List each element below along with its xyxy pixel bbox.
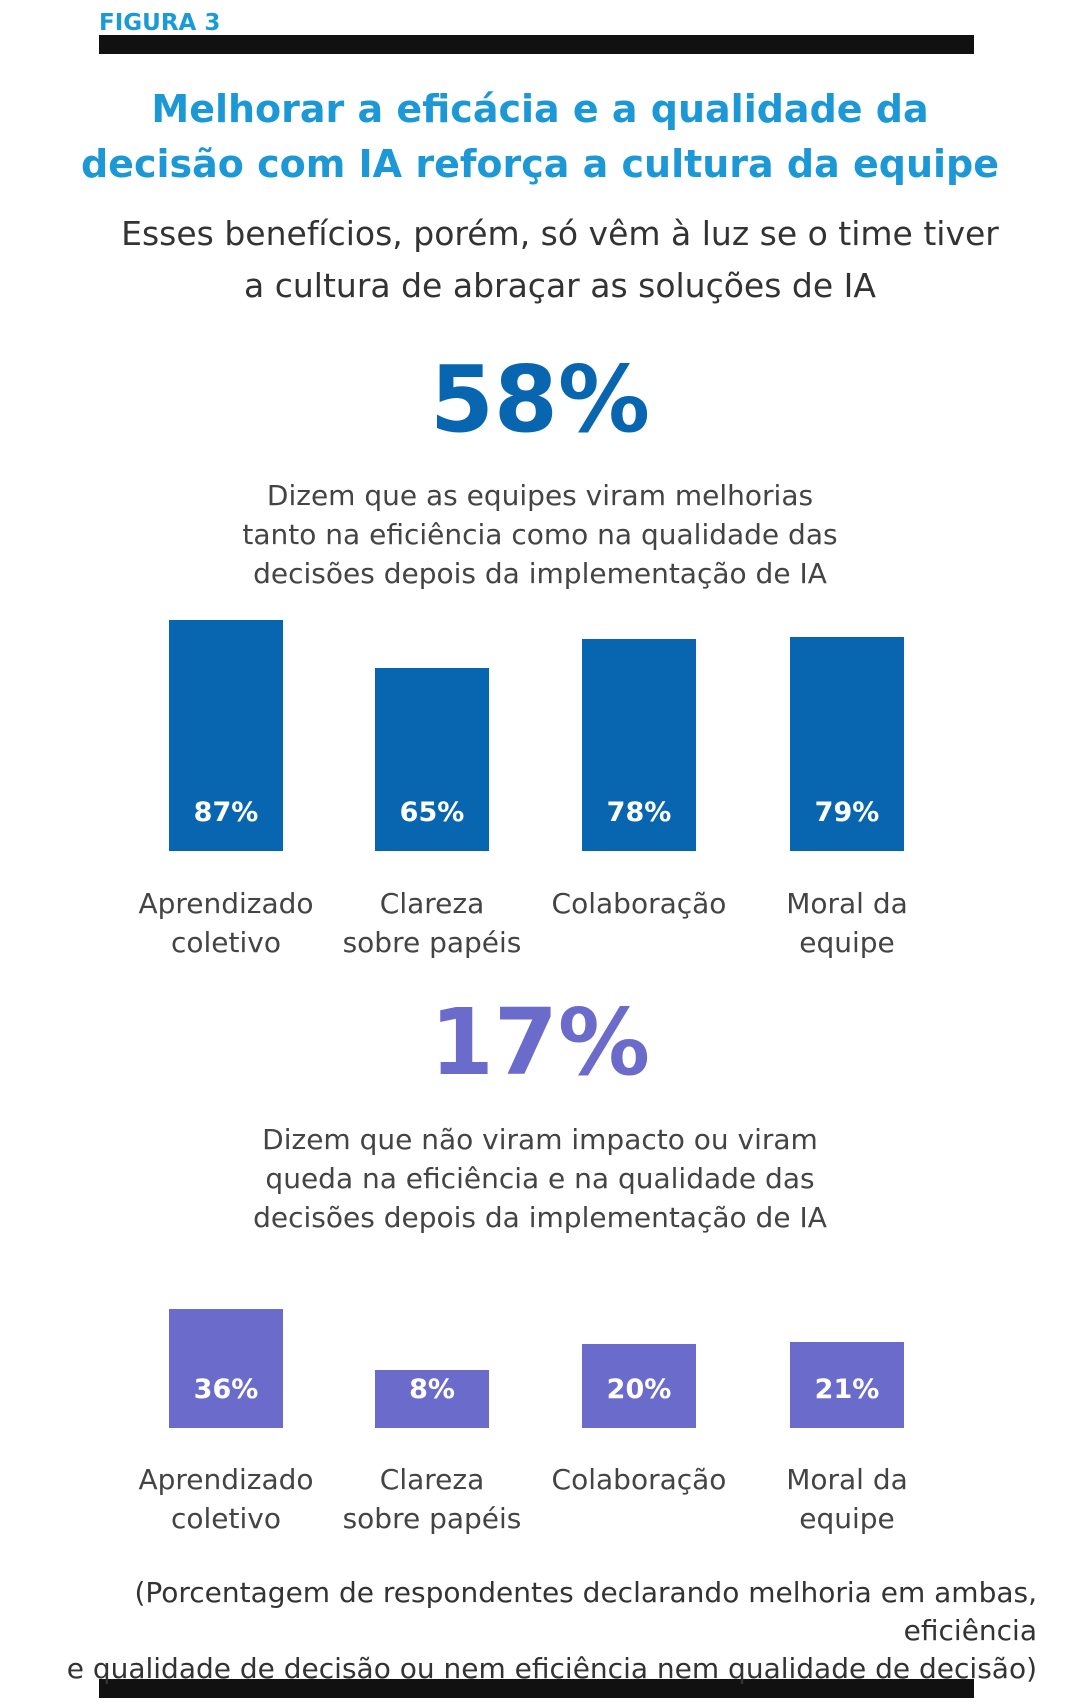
footnote: (Porcentagem de respondentes declarando … <box>66 1576 1037 1685</box>
value-label: 20% <box>606 1374 672 1405</box>
category-label: Colaboração <box>551 887 727 920</box>
bar <box>582 1344 696 1428</box>
figure-label: FIGURA 3 <box>99 10 221 36</box>
value-label: 8% <box>409 1374 455 1405</box>
subtitle: Esses benefícios, porém, só vêm à luz se… <box>121 214 999 305</box>
category-label: Clareza sobre papéis <box>342 887 522 959</box>
category-label: Aprendizado coletivo <box>138 887 314 959</box>
title: Melhorar a eficácia e a qualidade da dec… <box>80 87 1000 186</box>
value-label: 78% <box>606 797 672 828</box>
value-label: 87% <box>193 797 259 828</box>
category-label: Moral da equipe <box>786 1463 908 1535</box>
description: Dizem que não viram impacto ou viram que… <box>253 1123 827 1234</box>
value-label: 36% <box>193 1374 259 1405</box>
bar <box>169 619 283 851</box>
category-label: Clareza sobre papéis <box>342 1463 522 1535</box>
bar <box>790 637 904 851</box>
bar <box>790 1341 904 1428</box>
value-label: 65% <box>399 797 465 828</box>
headline: 58% <box>429 346 651 453</box>
bar <box>169 1308 283 1428</box>
category-label: Moral da equipe <box>786 887 908 959</box>
category-label: Aprendizado coletivo <box>138 1463 314 1535</box>
bar <box>582 639 696 851</box>
bar <box>375 668 489 851</box>
description: Dizem que as equipes viram melhorias tan… <box>242 479 838 590</box>
bottom-rule <box>99 1679 974 1698</box>
value-label: 21% <box>814 1374 880 1405</box>
headline: 17% <box>429 989 651 1096</box>
top-rule <box>99 35 974 54</box>
bar <box>375 1370 489 1428</box>
value-label: 79% <box>814 797 880 828</box>
category-label: Colaboração <box>551 1463 727 1496</box>
